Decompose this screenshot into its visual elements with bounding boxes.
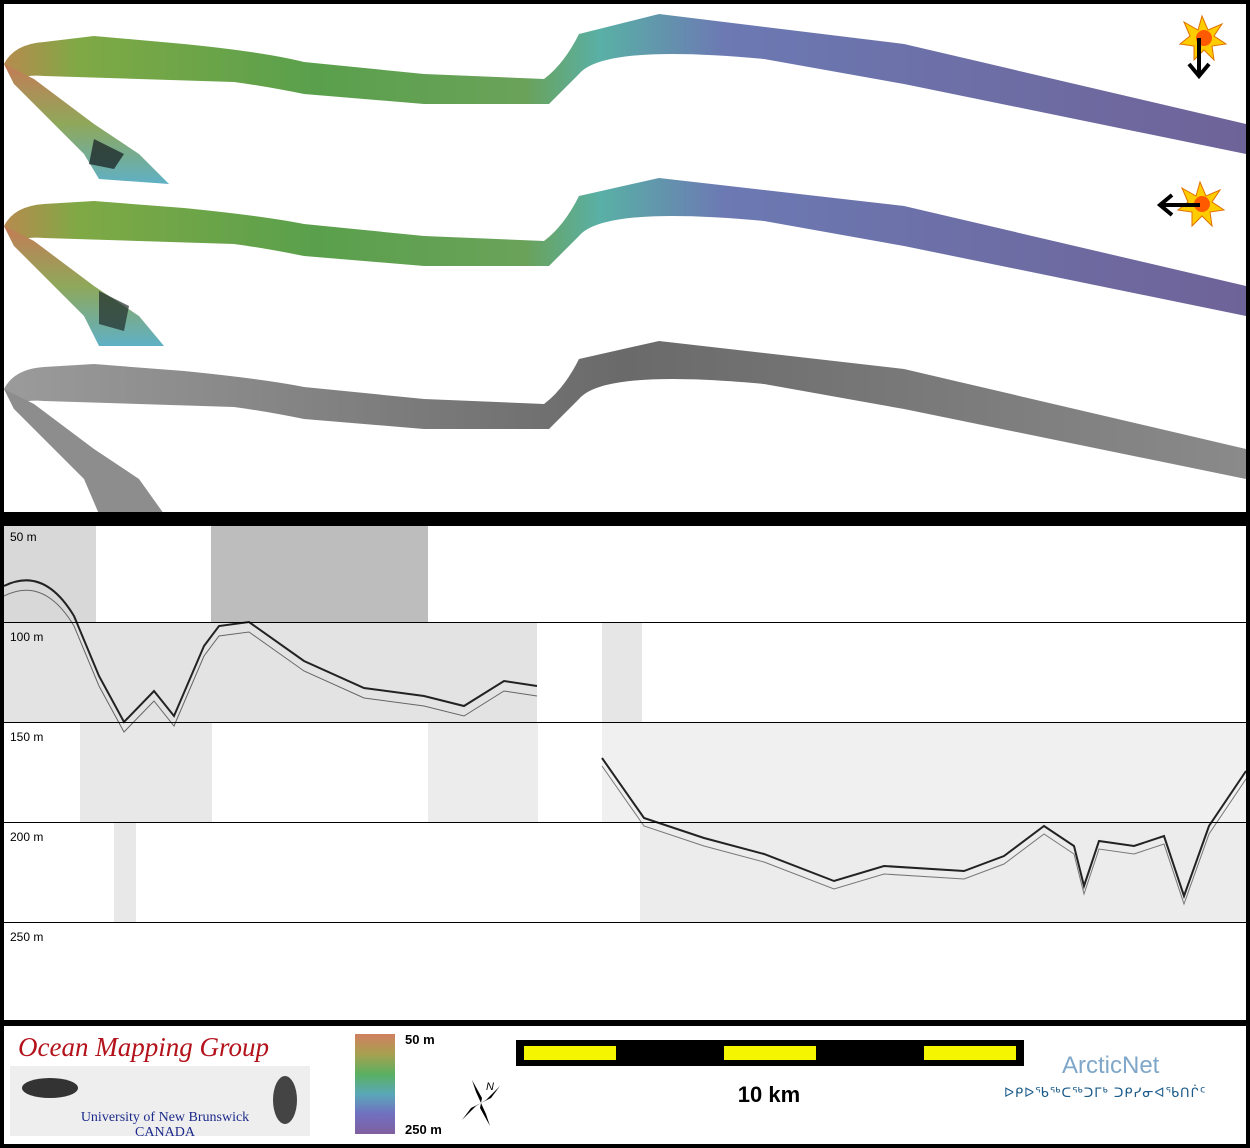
arcticnet-logo-title: ArcticNet [1062, 1052, 1160, 1079]
swath-north-illumination [4, 14, 1246, 184]
depth-label-200: 200 m [10, 830, 44, 844]
colorbar-bottom-label: 250 m [405, 1122, 442, 1137]
ogm-country-text: CANADA [135, 1125, 195, 1140]
scale-bar [516, 1040, 1024, 1066]
ogm-logo: Ocean Mapping Group University of New Br… [10, 1030, 310, 1140]
ogm-logo-title: Ocean Mapping Group [18, 1032, 269, 1062]
arrow-down-icon [1187, 38, 1211, 80]
arrow-left-icon [1156, 193, 1200, 217]
arcticnet-logo-syllabics: ᐅᑭᐅᖃᖅᑕᖅᑐᒥᒃ ᑐᑭᓯᓂᐊᖃᑎᒌᑦ [1004, 1086, 1207, 1101]
ogm-university-text: University of New Brunswick [80, 1110, 250, 1125]
swath-map-panel [4, 4, 1246, 512]
depth-label-150: 150 m [10, 730, 44, 744]
depth-gridline-100 [4, 622, 1246, 623]
colorbar-top-label: 50 m [405, 1032, 435, 1047]
swath-backscatter [4, 341, 1246, 512]
scale-label: 10 km [737, 1082, 801, 1107]
ogm-logo-art [10, 1066, 310, 1136]
north-label: N [486, 1081, 494, 1093]
sun-icon [1176, 180, 1226, 228]
swath-map-svg [4, 14, 1246, 512]
depth-label-250: 250 m [10, 930, 44, 944]
depth-gridline-200 [4, 822, 1246, 823]
depth-colorbar [355, 1034, 395, 1134]
profile-echogram-svg [4, 526, 1246, 922]
depth-label-100: 100 m [10, 630, 44, 644]
swath-east-illumination [4, 178, 1246, 346]
subbottom-profile-panel: 50 m 100 m 150 m 200 m 250 m [4, 526, 1246, 1020]
depth-gridline-150 [4, 722, 1246, 723]
depth-gridline-250 [4, 922, 1246, 923]
north-arrow-icon: N [462, 1080, 500, 1126]
sun-icon [1178, 14, 1228, 62]
depth-label-50: 50 m [10, 530, 37, 544]
ogm-logo-university: University of New Brunswick CANADA [60, 1110, 270, 1140]
footer-panel: Ocean Mapping Group University of New Br… [4, 1026, 1246, 1144]
